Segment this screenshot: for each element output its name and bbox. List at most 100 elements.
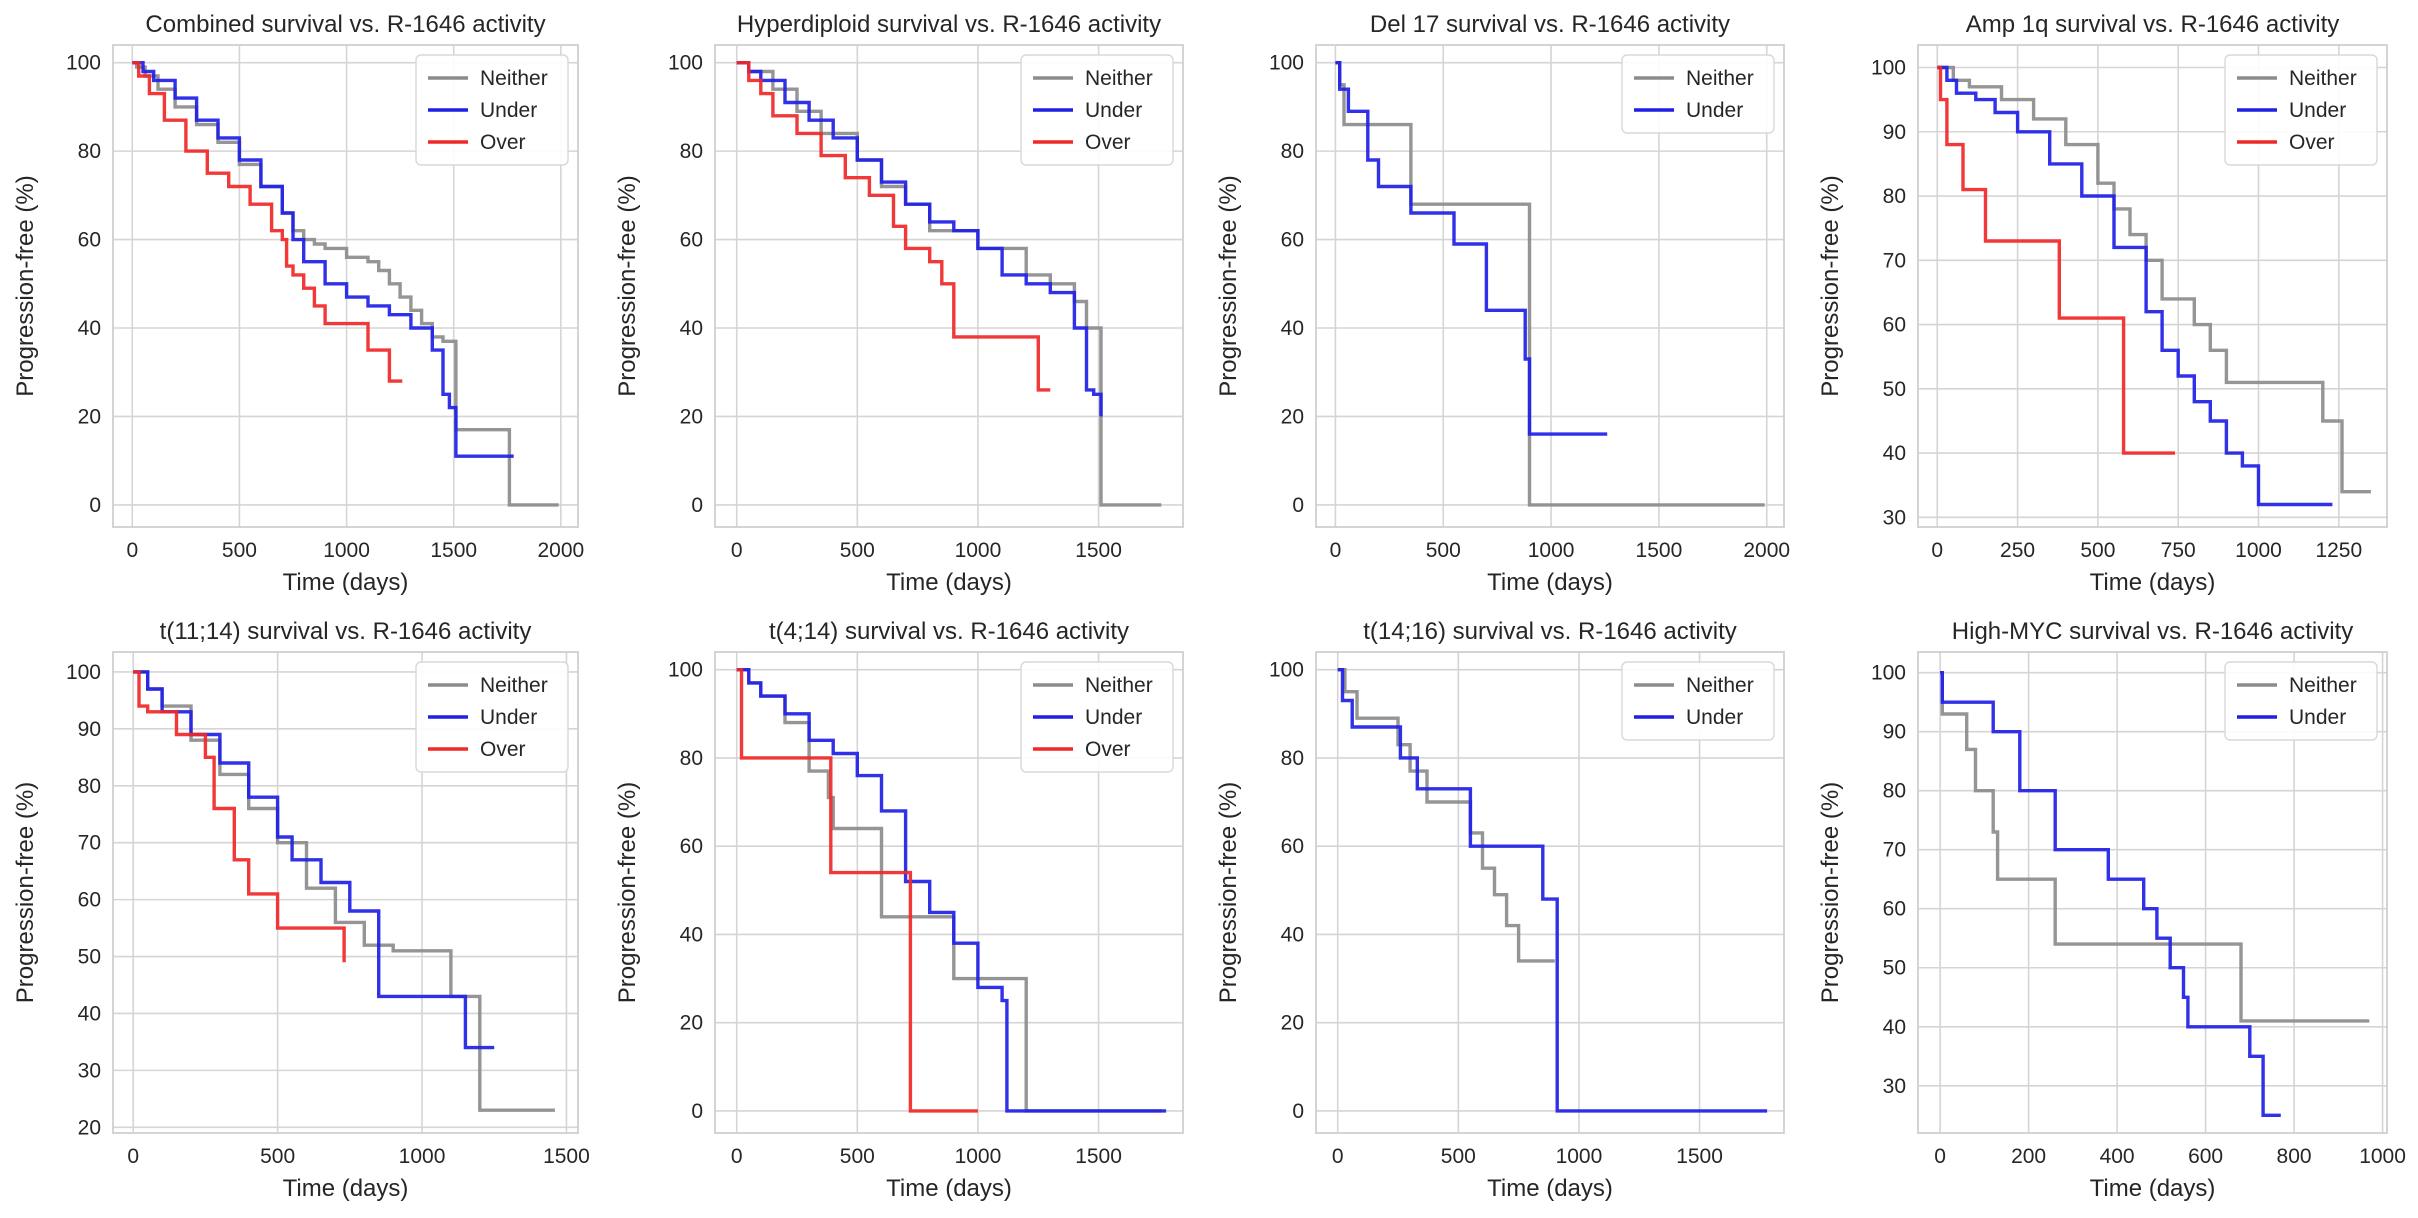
legend-box — [1020, 54, 1174, 166]
x-tick-label: 500 — [840, 1145, 875, 1168]
y-tick-label: 50 — [78, 946, 101, 969]
legend-box — [415, 54, 569, 166]
legend-label-under: Under — [1085, 99, 1142, 122]
legend: Neither Under Over — [2224, 54, 2378, 166]
series-line-over — [1937, 65, 2175, 455]
legend-box — [415, 661, 569, 773]
plot-frame — [112, 651, 579, 1134]
series-line-under — [736, 61, 1103, 417]
y-tick-label: 100 — [66, 52, 101, 75]
y-tick-label: 20 — [78, 1116, 101, 1139]
x-tick-label: 250 — [2000, 539, 2035, 562]
x-tick-label: 500 — [1441, 1145, 1476, 1168]
x-tick-label: 1500 — [430, 539, 477, 562]
legend: Neither Under — [2224, 661, 2378, 741]
chart-title: t(11;14) survival vs. R-1646 activity — [160, 618, 532, 645]
y-tick-label: 60 — [1883, 898, 1906, 921]
y-tick-label: 70 — [1883, 249, 1906, 272]
chart-panel-4: 0 250 500 750 1000 1250 30 40 50 60 70 80 90 100 Amp 1… — [1817, 11, 2388, 596]
plot-frame — [1315, 651, 1785, 1134]
y-tick-label: 20 — [78, 405, 101, 428]
x-tick-label: 1000 — [955, 539, 1002, 562]
x-tick-label: 0 — [1332, 1145, 1344, 1168]
series-line-over — [736, 61, 1051, 392]
legend-label-over: Over — [480, 131, 526, 154]
x-tick-label: 400 — [2100, 1145, 2135, 1168]
chart-panel-7: 0 500 1000 1500 0 20 40 60 80 100 t(14;16) surviva… — [1215, 618, 1785, 1202]
legend-box — [1621, 661, 1775, 741]
legend-label-under: Under — [1686, 706, 1743, 729]
x-tick-label: 1500 — [1676, 1145, 1723, 1168]
x-tick-label: 600 — [2188, 1145, 2223, 1168]
x-tick-label: 500 — [840, 539, 875, 562]
y-axis-label: Progression-free (%) — [614, 175, 641, 396]
legend-label-neither: Neither — [2289, 674, 2357, 697]
y-tick-label: 20 — [1281, 405, 1304, 428]
y-axis-label: Progression-free (%) — [12, 782, 39, 1003]
legend-label-under: Under — [480, 99, 537, 122]
chart-panel-5: 0 500 1000 1500 20 30 40 50 60 70 80 90 100 t(11;14) … — [12, 618, 590, 1202]
chart-title: Hyperdiploid survival vs. R-1646 activit… — [737, 11, 1161, 38]
x-tick-label: 500 — [222, 539, 257, 562]
y-tick-label: 0 — [691, 1100, 703, 1123]
y-tick-label: 90 — [1883, 721, 1906, 744]
x-tick-label: 200 — [2011, 1145, 2046, 1168]
y-tick-label: 0 — [89, 494, 101, 517]
chart-title: High-MYC survival vs. R-1646 activity — [1952, 618, 2353, 645]
x-axis-label: Time (days) — [2090, 1175, 2216, 1202]
plot-frame — [1917, 651, 2388, 1134]
x-tick-label: 0 — [126, 539, 138, 562]
chart-panel-1: 0 500 1000 1500 2000 0 20 40 60 80 100 Combined sur… — [12, 11, 584, 596]
y-tick-label: 80 — [78, 775, 101, 798]
y-tick-label: 40 — [1883, 1016, 1906, 1039]
y-tick-label: 0 — [1292, 494, 1304, 517]
series-line-neither — [1937, 65, 2371, 494]
legend-label-over: Over — [480, 738, 526, 761]
chart-title: Combined survival vs. R-1646 activity — [145, 11, 545, 38]
y-tick-label: 80 — [1883, 780, 1906, 803]
y-tick-label: 100 — [668, 659, 703, 682]
legend-label-under: Under — [2289, 706, 2346, 729]
x-tick-label: 2000 — [537, 539, 584, 562]
y-axis-label: Progression-free (%) — [1215, 782, 1242, 1003]
legend: Neither Under Over — [1020, 661, 1174, 773]
y-tick-label: 30 — [1883, 506, 1906, 529]
x-tick-label: 1000 — [955, 1145, 1002, 1168]
legend-label-neither: Neither — [1686, 674, 1754, 697]
x-tick-label: 0 — [1934, 1145, 1946, 1168]
y-tick-label: 80 — [1883, 185, 1906, 208]
chart-title: t(4;14) survival vs. R-1646 activity — [769, 618, 1129, 645]
x-tick-label: 1250 — [2315, 539, 2362, 562]
y-tick-label: 40 — [1883, 442, 1906, 465]
legend-box — [2224, 54, 2378, 166]
y-tick-label: 20 — [680, 1012, 703, 1035]
x-tick-label: 1000 — [323, 539, 370, 562]
y-tick-label: 30 — [1883, 1075, 1906, 1098]
series-line-over — [736, 668, 978, 1113]
series-line-under — [1337, 668, 1768, 1113]
x-axis-label: Time (days) — [283, 1175, 409, 1202]
legend-label-under: Under — [2289, 99, 2346, 122]
y-axis-label: Progression-free (%) — [12, 175, 39, 396]
y-tick-label: 80 — [1281, 747, 1304, 770]
plot-frame — [1315, 44, 1785, 528]
y-tick-label: 50 — [1883, 957, 1906, 980]
x-tick-label: 0 — [1330, 539, 1342, 562]
x-axis-label: Time (days) — [283, 569, 409, 596]
x-tick-label: 0 — [127, 1145, 139, 1168]
y-tick-label: 60 — [680, 835, 703, 858]
x-tick-label: 500 — [2080, 539, 2115, 562]
x-tick-label: 500 — [1426, 539, 1461, 562]
y-tick-label: 80 — [1281, 140, 1304, 163]
y-tick-label: 100 — [1871, 56, 1906, 79]
y-tick-label: 40 — [680, 317, 703, 340]
chart-panel-8: 0 200 400 600 800 1000 30 40 50 60 70 80 90 100 High-M… — [1817, 618, 2406, 1202]
legend-label-neither: Neither — [1085, 674, 1153, 697]
legend: Neither Under — [1621, 661, 1775, 741]
legend-label-neither: Neither — [480, 67, 548, 90]
x-tick-label: 1000 — [2359, 1145, 2406, 1168]
legend-label-neither: Neither — [480, 674, 548, 697]
y-tick-label: 60 — [1281, 229, 1304, 252]
series-line-neither — [133, 670, 555, 1112]
legend-box — [1020, 661, 1174, 773]
